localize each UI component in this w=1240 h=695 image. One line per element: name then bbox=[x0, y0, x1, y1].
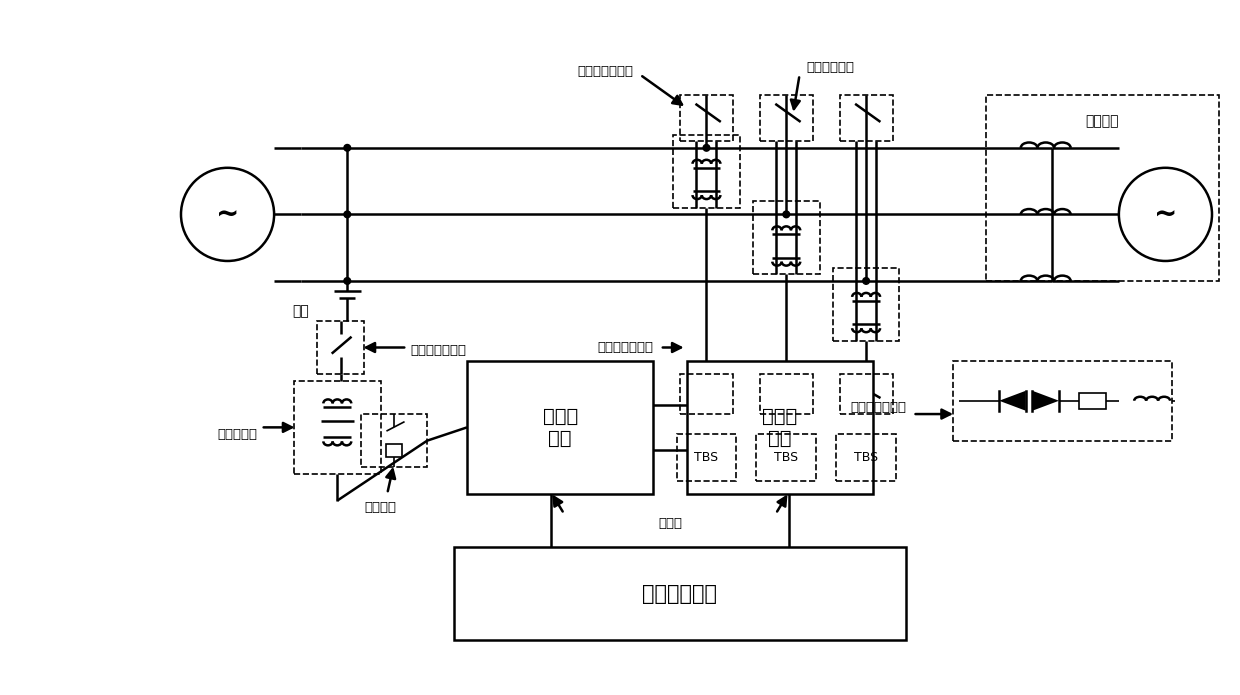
Bar bbox=[756, 434, 816, 481]
Text: TBS: TBS bbox=[774, 451, 799, 464]
Bar bbox=[836, 434, 897, 481]
Bar bbox=[673, 135, 740, 208]
Circle shape bbox=[782, 211, 790, 218]
Bar bbox=[760, 374, 813, 414]
Text: 并联变压器: 并联变压器 bbox=[217, 427, 258, 441]
Text: 串联换
流器: 串联换 流器 bbox=[763, 407, 797, 448]
Text: 被控线路: 被控线路 bbox=[1085, 114, 1118, 128]
Bar bbox=[317, 321, 363, 374]
Text: 低压侧旁路开关: 低压侧旁路开关 bbox=[598, 341, 653, 354]
Bar bbox=[467, 361, 653, 494]
Bar bbox=[833, 268, 899, 341]
Bar bbox=[839, 95, 893, 141]
Circle shape bbox=[703, 145, 709, 151]
Bar bbox=[677, 434, 737, 481]
Bar bbox=[680, 95, 733, 141]
Bar bbox=[839, 374, 893, 414]
Text: ~: ~ bbox=[1153, 200, 1177, 229]
Circle shape bbox=[343, 145, 351, 151]
Text: 启动电路: 启动电路 bbox=[365, 500, 397, 514]
Bar bbox=[760, 95, 813, 141]
Text: ~: ~ bbox=[216, 200, 239, 229]
Circle shape bbox=[343, 211, 351, 218]
Text: 并联换
流器: 并联换 流器 bbox=[543, 407, 578, 448]
Polygon shape bbox=[1033, 391, 1059, 411]
Text: TBS: TBS bbox=[854, 451, 878, 464]
Text: 高压侧旁路开关: 高压侧旁路开关 bbox=[578, 65, 634, 78]
Bar bbox=[1079, 393, 1106, 409]
Circle shape bbox=[343, 277, 351, 284]
Text: TBS: TBS bbox=[694, 451, 718, 464]
Bar bbox=[361, 414, 427, 467]
Polygon shape bbox=[999, 391, 1025, 411]
Bar bbox=[952, 361, 1172, 441]
Bar bbox=[294, 381, 381, 474]
Text: 换流器: 换流器 bbox=[658, 517, 682, 530]
Text: 控制保护装置: 控制保护装置 bbox=[642, 584, 718, 604]
Bar bbox=[687, 361, 873, 494]
Circle shape bbox=[863, 277, 869, 284]
Text: 串联侧变压器: 串联侧变压器 bbox=[806, 61, 854, 74]
Bar bbox=[753, 201, 820, 275]
Text: 晶闸管旁路开关: 晶闸管旁路开关 bbox=[851, 401, 906, 414]
Text: 母线: 母线 bbox=[293, 304, 309, 318]
Bar bbox=[680, 374, 733, 414]
Text: 并联侧进线开关: 并联侧进线开关 bbox=[410, 344, 466, 357]
Bar bbox=[454, 547, 906, 640]
Bar bbox=[986, 95, 1219, 281]
Bar bbox=[386, 444, 402, 457]
